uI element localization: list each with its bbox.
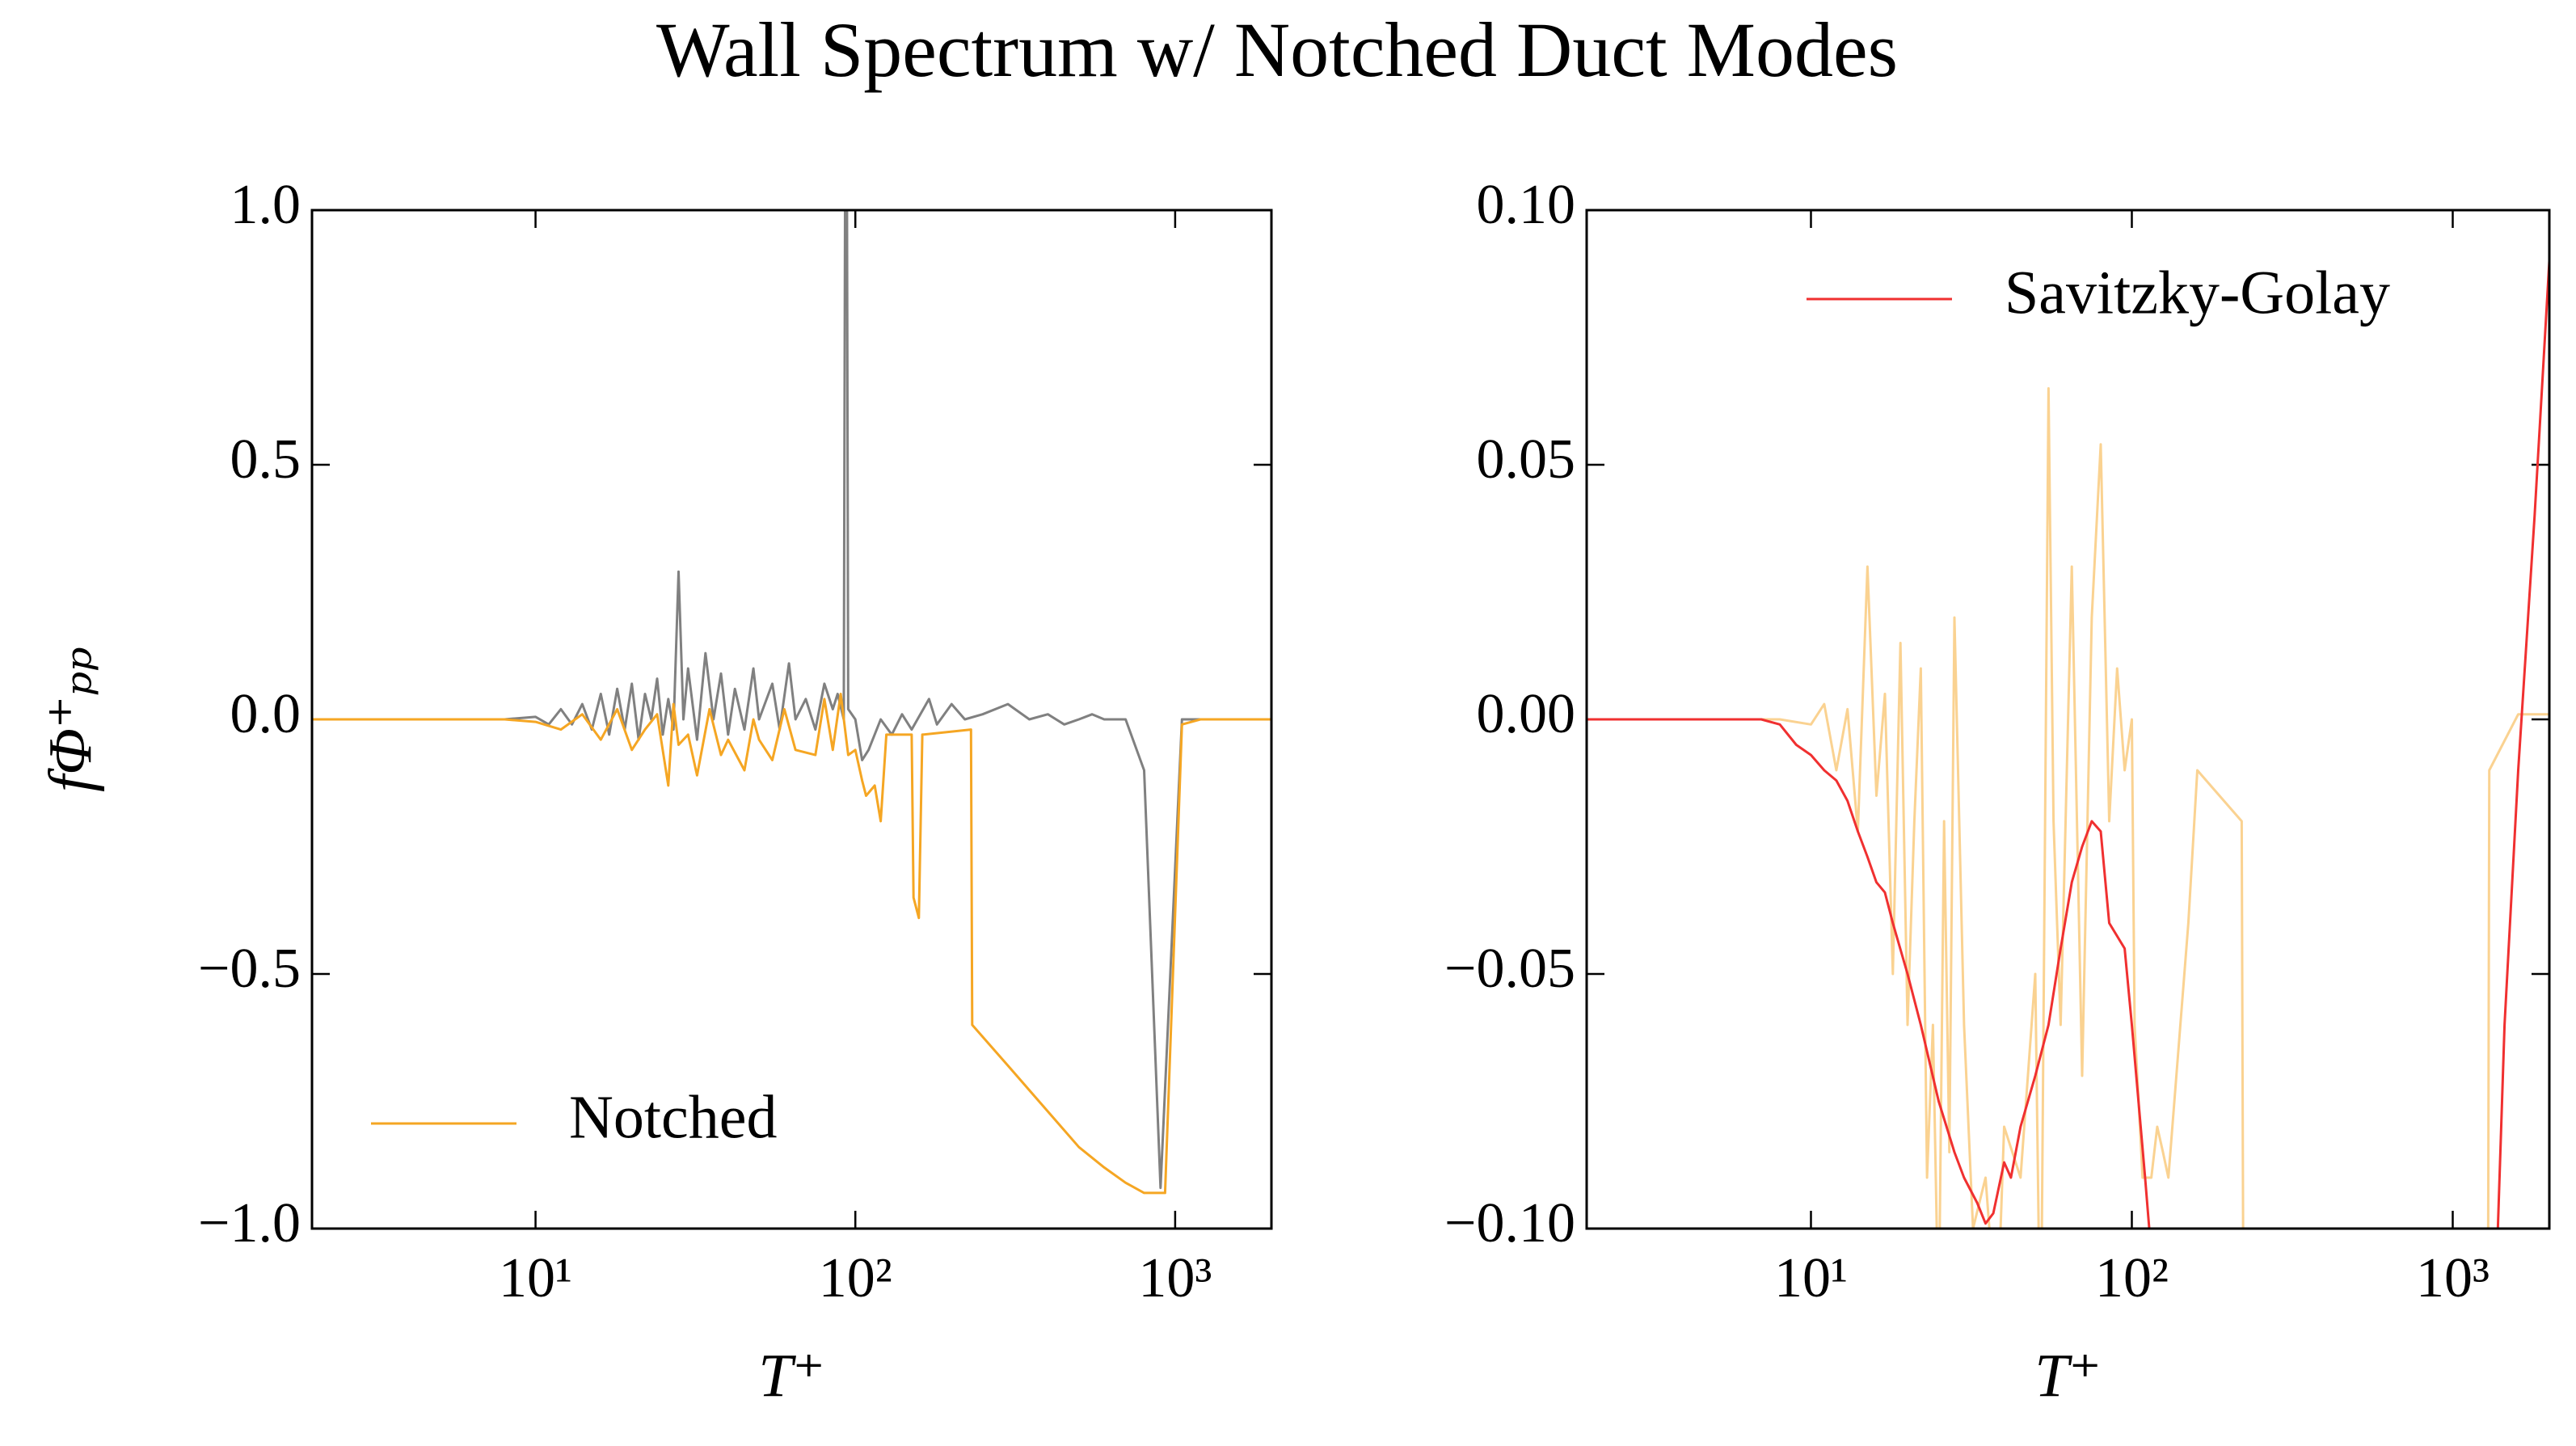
x-tick-label: 10²: [2095, 1247, 2169, 1309]
figure-title: Wall Spectrum w/ Notched Duct Modes: [656, 6, 1898, 93]
y-tick-label: 0.00: [1477, 683, 1576, 745]
y-tick-label: −0.05: [1444, 938, 1575, 1000]
x-tick-label: 10³: [2416, 1247, 2490, 1309]
y-tick-label: −1.0: [198, 1192, 301, 1254]
y-tick-label: −0.10: [1444, 1192, 1575, 1254]
legend-label: Savitzky-Golay: [2005, 259, 2390, 327]
x-axis-label: T⁺: [758, 1342, 824, 1410]
y-tick-label: 0.5: [230, 428, 301, 491]
plot-frame: [310, 209, 1273, 1230]
x-axis-label: T⁺: [2034, 1342, 2101, 1410]
x-tick-label: 10³: [1138, 1247, 1212, 1309]
series-line: [1587, 387, 2549, 1229]
y-tick-label: 0.05: [1477, 428, 1576, 491]
series-line: [312, 210, 1271, 1190]
legend-label: Notched: [569, 1083, 777, 1151]
y-tick-label: 1.0: [230, 174, 301, 236]
subplot: 10¹ 10² 10³ −0.10 −0.05 0.00 0.05 0.10 T⁺ Savitzk…: [1444, 174, 2551, 1410]
series-line: [312, 693, 1271, 1195]
subplot: 10¹ 10² 10³ −1.0 −0.5 0.0 0.5 1.0 T⁺ fΦ⁺ₚₚ Notched: [36, 174, 1273, 1410]
y-tick-label: −0.5: [198, 938, 301, 1000]
plot-frame: [1585, 209, 2551, 1230]
x-tick-label: 10¹: [1774, 1247, 1848, 1309]
series-line: [1587, 260, 2549, 1229]
y-tick-label: 0.0: [230, 683, 301, 745]
y-axis-label: fΦ⁺ₚₚ: [36, 647, 104, 792]
x-tick-label: 10²: [819, 1247, 892, 1309]
x-tick-label: 10¹: [499, 1247, 572, 1309]
y-tick-label: 0.10: [1477, 174, 1576, 236]
